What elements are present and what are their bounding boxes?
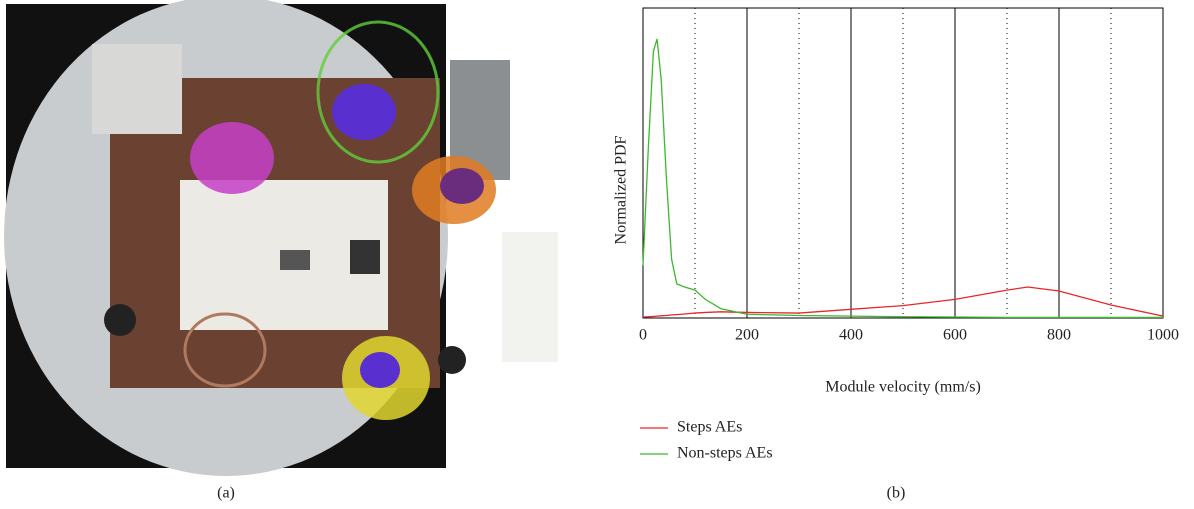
x-tick-label: 0 bbox=[639, 327, 647, 344]
legend-label: Steps AEs bbox=[677, 419, 742, 436]
x-tick-label: 200 bbox=[735, 327, 759, 344]
x-tick-label: 400 bbox=[839, 327, 863, 344]
room-photo bbox=[4, 0, 558, 476]
data-line bbox=[642, 286, 1164, 318]
y-axis-label: Normalized PDF bbox=[613, 135, 630, 244]
x-tick-label: 600 bbox=[943, 327, 967, 344]
legend-label: Non-steps AEs bbox=[677, 445, 773, 462]
panel-label: (a) bbox=[217, 485, 235, 502]
data-line bbox=[642, 38, 1163, 319]
x-tick-label: 800 bbox=[1047, 327, 1071, 344]
x-tick-label: 1000 bbox=[1147, 327, 1179, 344]
x-axis-label: Module velocity (mm/s) bbox=[825, 379, 981, 396]
panel-label: (b) bbox=[887, 485, 906, 502]
